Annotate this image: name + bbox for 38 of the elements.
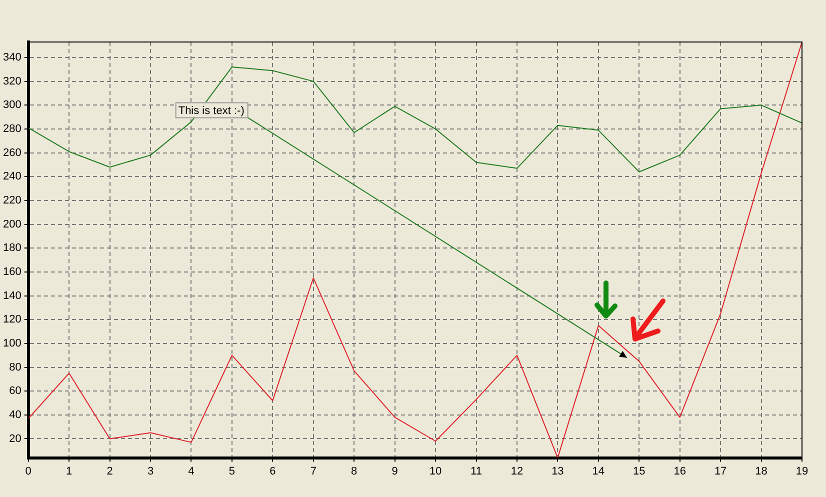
y-tick-label: 260 — [2, 146, 22, 159]
y-tick-label: 180 — [2, 242, 22, 254]
y-tick-label: 220 — [2, 194, 22, 206]
y-tick-label: 140 — [2, 290, 22, 302]
x-tick-label: 14 — [592, 465, 605, 478]
x-tick-label: 2 — [106, 465, 113, 478]
y-tick-label: 100 — [2, 337, 22, 350]
x-tick-label: 7 — [310, 465, 316, 478]
x-tick-label: 16 — [674, 465, 686, 478]
x-tick-label: 12 — [510, 465, 524, 478]
y-tick-label: 160 — [2, 266, 22, 278]
y-tick-label: 200 — [2, 218, 22, 230]
y-tick-label: 80 — [9, 361, 22, 374]
annotation: This is text :-) — [178, 104, 244, 117]
x-tick-label: 11 — [470, 465, 482, 478]
x-tick-label: 13 — [552, 465, 564, 478]
x-tick-label: 9 — [392, 465, 398, 478]
x-tick-label: 18 — [755, 465, 768, 478]
y-tick-label: 320 — [2, 75, 22, 88]
x-tick-label: 4 — [188, 465, 194, 478]
x-tick-label: 8 — [351, 465, 358, 478]
y-tick-label: 240 — [2, 170, 22, 183]
y-tick-label: 40 — [9, 408, 22, 421]
y-tick-label: 340 — [2, 52, 22, 64]
y-tick-label: 280 — [2, 123, 22, 136]
x-tick-label: 5 — [228, 465, 236, 478]
x-tick-label: 6 — [270, 465, 276, 478]
y-tick-label: 300 — [2, 99, 22, 112]
x-tick-label: 1 — [66, 465, 72, 478]
x-tick-label: 15 — [633, 465, 646, 478]
x-tick-label: 10 — [429, 465, 442, 478]
x-tick-label: 3 — [147, 465, 154, 478]
x-tick-label: 17 — [714, 465, 727, 478]
y-tick-label: 20 — [9, 432, 22, 445]
y-tick-label: 120 — [2, 314, 22, 326]
x-tick-label: 0 — [25, 465, 32, 478]
y-tick-label: 60 — [9, 385, 22, 398]
x-tick-label: 19 — [796, 465, 808, 478]
